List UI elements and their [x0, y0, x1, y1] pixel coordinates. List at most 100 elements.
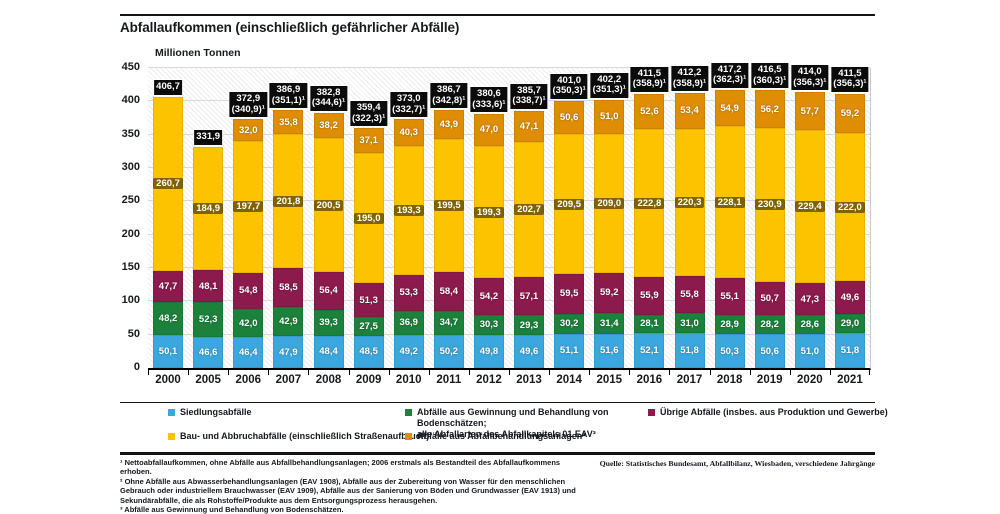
- segment-value-label: 193,3: [393, 205, 424, 217]
- bar-segment-abfallbehandlungsanlagen-2010: 40,3: [393, 119, 424, 147]
- footnote-3: ³ Abfälle aus Gewinnung und Behandlung v…: [120, 505, 344, 514]
- segment-value-label: 36,9: [399, 317, 418, 329]
- bar-segment-bau-abbruch-2021: 222,0: [834, 133, 865, 282]
- segment-value-label: 31,0: [680, 317, 699, 329]
- bar-segment-bau-abbruch-2011: 199,5: [433, 139, 464, 273]
- segment-value-label: 56,4: [319, 285, 338, 297]
- total-label-2018: 417,2 (362,3)¹: [710, 62, 749, 88]
- segment-value-label: 51,1: [559, 345, 579, 357]
- segment-value-label: 52,6: [640, 105, 659, 117]
- bar-segment-uebrige-abfaelle-2012: 54,2: [473, 278, 504, 315]
- bar-segment-gewinnung-bodenschaetze-2009: 27,5: [353, 317, 384, 336]
- segment-value-label: 50,2: [439, 345, 459, 357]
- bar-segment-uebrige-abfaelle-2020: 47,3: [794, 283, 825, 315]
- segment-value-label: 230,9: [754, 199, 785, 211]
- x-tick-label-2012: 2012: [476, 374, 502, 386]
- footnote-2: ² Ohne Abfälle aus Abwasserbehandlungsan…: [120, 476, 576, 505]
- segment-value-label: 53,3: [399, 287, 418, 299]
- bar-segment-siedlungsabfaelle-2015: 51,6: [594, 333, 625, 368]
- y-axis-label-250: 250: [121, 194, 140, 207]
- bar-segment-bau-abbruch-2015: 209,0: [594, 133, 625, 274]
- segment-value-label: 49,8: [479, 345, 499, 357]
- x-tick-label-2006: 2006: [235, 374, 262, 386]
- segment-value-label: 228,1: [714, 196, 745, 208]
- segment-value-label: 58,5: [279, 282, 298, 294]
- segment-value-label: 42,0: [239, 317, 258, 329]
- x-axis-tick: [669, 370, 670, 375]
- x-tick-label-2014: 2014: [556, 374, 582, 386]
- gridline-300: [148, 167, 870, 168]
- segment-value-label: 260,7: [153, 178, 183, 190]
- bar-segment-siedlungsabfaelle-2009: 48,5: [353, 335, 384, 368]
- segment-value-label: 50,6: [760, 345, 779, 357]
- bar-segment-bau-abbruch-2009: 195,0: [353, 153, 384, 284]
- segment-value-label: 51,8: [840, 345, 860, 357]
- bar-segment-abfallbehandlungsanlagen-2014: 50,6: [554, 100, 585, 135]
- footnote-1: ¹ Nettoabfallaufkommen, ohne Abfälle aus…: [120, 458, 561, 477]
- total-label-2007: 386,9 (351,1)¹: [269, 83, 308, 109]
- total-label-2008: 382,8 (344,6)¹: [309, 85, 348, 111]
- total-label-2017: 412,2 (358,9)¹: [670, 66, 709, 92]
- bar-segment-abfallbehandlungsanlagen-2011: 43,9: [433, 110, 464, 140]
- segment-value-label: 29,0: [840, 318, 860, 330]
- bar-segment-bau-abbruch-2017: 220,3: [674, 128, 705, 276]
- segment-value-label: 54,2: [479, 291, 499, 303]
- segment-value-label: 57,1: [519, 290, 539, 302]
- segment-value-label: 34,7: [439, 317, 459, 329]
- legend-swatch-gewinnung-bodenschaetze: [405, 409, 412, 416]
- y-axis-label-300: 300: [121, 161, 140, 173]
- bar-segment-abfallbehandlungsanlagen-2018: 54,9: [714, 89, 745, 127]
- bar-segment-gewinnung-bodenschaetze-2016: 28,1: [634, 314, 665, 334]
- segment-value-label: 220,3: [674, 196, 705, 208]
- legend-swatch-bau-abbruch: [168, 433, 175, 440]
- x-axis-tick: [790, 370, 791, 375]
- bar-segment-abfallbehandlungsanlagen-2015: 51,0: [594, 99, 625, 134]
- segment-value-label: 50,6: [559, 112, 579, 124]
- y-axis-label-50: 50: [127, 327, 140, 340]
- bar-segment-siedlungsabfaelle-2013: 49,6: [514, 334, 545, 368]
- bar-segment-bau-abbruch-2019: 230,9: [754, 127, 785, 282]
- bar-segment-gewinnung-bodenschaetze-2014: 30,2: [554, 313, 585, 334]
- total-label-2021: 411,5 (356,3)¹: [831, 66, 869, 92]
- bar-segment-abfallbehandlungsanlagen-2006: 32,0: [233, 119, 264, 141]
- x-tick-label-2013: 2013: [516, 374, 542, 386]
- bar-segment-uebrige-abfaelle-2021: 49,6: [834, 281, 865, 315]
- bar-segment-siedlungsabfaelle-2011: 50,2: [433, 334, 464, 368]
- bar-segment-gewinnung-bodenschaetze-2012: 30,3: [473, 314, 504, 335]
- bar-segment-bau-abbruch-2000: 260,7: [153, 96, 184, 271]
- bar-segment-gewinnung-bodenschaetze-2017: 31,0: [674, 312, 705, 334]
- y-axis-unit-label: Millionen Tonnen: [155, 47, 241, 59]
- x-axis-tick: [228, 370, 229, 375]
- bar-segment-bau-abbruch-2014: 209,5: [554, 134, 585, 275]
- bar-segment-siedlungsabfaelle-2014: 51,1: [554, 333, 585, 368]
- segment-value-label: 199,5: [433, 200, 464, 212]
- segment-value-label: 47,7: [158, 281, 178, 293]
- segment-value-label: 197,7: [233, 201, 264, 213]
- bar-segment-uebrige-abfaelle-2008: 56,4: [313, 271, 344, 310]
- segment-value-label: 31,4: [600, 317, 619, 329]
- bar-segment-gewinnung-bodenschaetze-2018: 28,9: [714, 315, 745, 335]
- segment-value-label: 57,7: [800, 105, 820, 117]
- x-tick-label-2018: 2018: [716, 374, 743, 386]
- segment-value-label: 58,4: [439, 286, 459, 298]
- gridline-100: [148, 300, 870, 302]
- bar-segment-abfallbehandlungsanlagen-2013: 47,1: [514, 110, 545, 143]
- total-label-2005: 331,9: [194, 130, 223, 145]
- top-rule: [120, 14, 875, 16]
- segment-value-label: 48,4: [319, 346, 338, 358]
- bar-segment-siedlungsabfaelle-2000: 50,1: [153, 334, 184, 368]
- x-axis-tick: [509, 370, 510, 375]
- gridline-200: [148, 233, 870, 235]
- x-axis-tick: [629, 370, 630, 375]
- bar-segment-abfallbehandlungsanlagen-2016: 52,6: [634, 93, 665, 129]
- total-label-2012: 380,6 (333,6)¹: [470, 87, 508, 113]
- segment-value-label: 55,8: [680, 288, 699, 300]
- segment-value-label: 49,6: [840, 292, 860, 304]
- x-tick-label-2009: 2009: [355, 374, 382, 386]
- x-axis-tick: [869, 370, 870, 375]
- segment-value-label: 43,9: [439, 119, 459, 131]
- bar-segment-bau-abbruch-2005: 184,9: [193, 146, 224, 270]
- x-axis-tick: [308, 370, 309, 375]
- bar-segment-bau-abbruch-2013: 202,7: [514, 142, 545, 278]
- bar-segment-siedlungsabfaelle-2010: 49,2: [393, 335, 424, 368]
